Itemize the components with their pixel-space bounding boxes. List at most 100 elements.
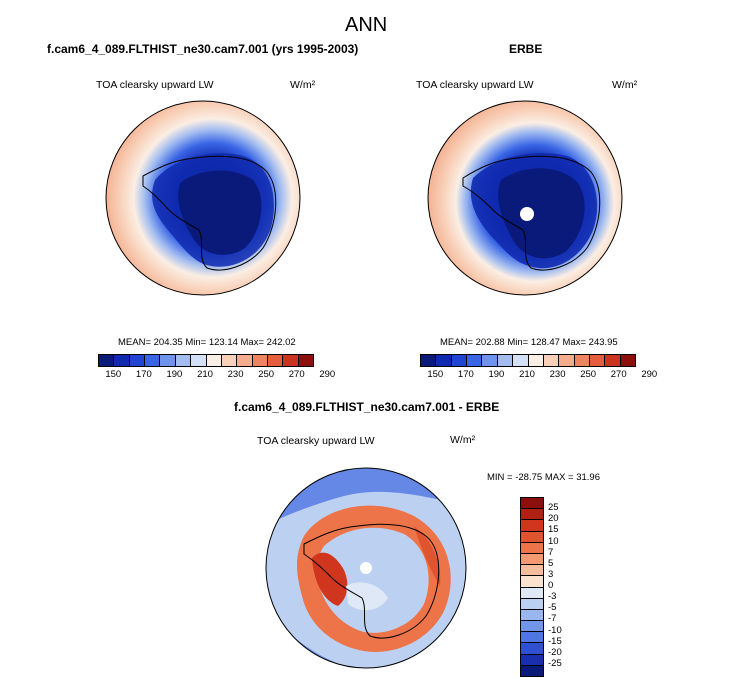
- panel-model-heading: f.cam6_4_089.FLTHIST_ne30.cam7.001 (yrs …: [47, 42, 359, 56]
- colorbar-swatch: [521, 576, 543, 588]
- colorbar-swatch: [421, 355, 437, 366]
- colorbar-tick-label: 20: [548, 513, 559, 525]
- map-obs-pole-mask: [520, 207, 534, 221]
- colorbar-swatch: [521, 509, 543, 521]
- colorbar-swatch: [605, 355, 621, 366]
- colorbar-tick-label: 250: [258, 369, 275, 380]
- colorbar-obs: [420, 354, 636, 367]
- colorbar-swatch: [451, 355, 468, 366]
- colorbar-tick-label: 270: [288, 369, 305, 380]
- colorbar-obs-ticks: 150 170 190 210 230 250 270 290: [420, 369, 657, 381]
- colorbar-model: [98, 354, 314, 367]
- colorbar-swatch: [521, 609, 543, 622]
- colorbar-tick-label: 210: [197, 369, 213, 380]
- colorbar-swatch: [559, 355, 575, 366]
- colorbar-tick-label: 7: [548, 546, 554, 558]
- colorbar-tick-label: 190: [166, 369, 183, 380]
- colorbar-tick-label: 290: [641, 369, 658, 380]
- panel-diff-units: W/m²: [450, 434, 476, 446]
- panel-diff-variable: TOA clearsky upward LW: [257, 435, 375, 447]
- colorbar-tick-label: 0: [548, 580, 554, 591]
- colorbar-tick-label: 5: [548, 557, 554, 569]
- colorbar-swatch: [589, 355, 606, 366]
- colorbar-swatch: [237, 355, 253, 366]
- colorbar-tick-label: 190: [488, 369, 505, 380]
- colorbar-swatch: [252, 355, 268, 366]
- colorbar-tick-label: 230: [549, 369, 566, 380]
- colorbar-swatch: [175, 355, 192, 366]
- colorbar-swatch: [521, 598, 543, 610]
- colorbar-swatch: [267, 355, 284, 366]
- panel-model-variable: TOA clearsky upward LW: [96, 79, 214, 91]
- colorbar-model-ticks: 150 170 190 210 230 250 270 290: [98, 369, 335, 381]
- panel-obs-stats: MEAN= 202.88 Min= 128.47 Max= 243.95: [440, 337, 618, 348]
- colorbar-tick-label: 210: [519, 369, 535, 380]
- panel-obs-heading: ERBE: [509, 42, 543, 56]
- colorbar-tick-label: 230: [227, 369, 244, 380]
- colorbar-tick-label: -25: [548, 657, 562, 669]
- colorbar-swatch: [521, 565, 543, 577]
- colorbar-tick-label: -5: [548, 602, 557, 614]
- colorbar-tick-label: 10: [548, 535, 559, 547]
- colorbar-swatch: [521, 498, 543, 510]
- colorbar-tick-label: 25: [548, 502, 559, 514]
- colorbar-tick-label: 3: [548, 568, 554, 580]
- map-model: [105, 100, 301, 296]
- map-obs: [427, 100, 623, 296]
- colorbar-swatch: [467, 355, 483, 366]
- panel-model-stats: MEAN= 204.35 Min= 123.14 Max= 242.02: [118, 337, 296, 348]
- panel-diff-stats: MIN = -28.75 MAX = 31.96: [487, 472, 601, 483]
- colorbar-swatch: [221, 355, 238, 366]
- panel-obs-variable: TOA clearsky upward LW: [416, 79, 534, 91]
- map-model-border: [105, 100, 301, 296]
- colorbar-tick-label: 150: [105, 369, 122, 380]
- colorbar-swatch: [521, 665, 543, 676]
- map-diff: [265, 467, 467, 669]
- colorbar-swatch: [521, 542, 543, 554]
- colorbar-swatch: [521, 643, 543, 655]
- panel-model-units: W/m²: [290, 79, 316, 91]
- colorbar-swatch: [521, 654, 543, 666]
- panel-diff-heading: f.cam6_4_089.FLTHIST_ne30.cam7.001 - ERB…: [234, 400, 500, 414]
- colorbar-tick-label: 150: [427, 369, 444, 380]
- colorbar-swatch: [145, 355, 161, 366]
- colorbar-swatch: [436, 355, 452, 366]
- colorbar-swatch: [129, 355, 146, 366]
- colorbar-tick-label: 270: [610, 369, 627, 380]
- colorbar-tick-label: 170: [135, 369, 152, 380]
- colorbar-swatch: [521, 621, 543, 633]
- colorbar-tick-label: 290: [319, 369, 336, 380]
- colorbar-swatch: [574, 355, 590, 366]
- colorbar-diff-ticks: 25 20 15 10 7 5 3 0 -3 -5 -7 -10 -15 -20 -25: [548, 497, 578, 675]
- colorbar-tick-label: 250: [580, 369, 597, 380]
- colorbar-swatch: [206, 355, 222, 366]
- colorbar-tick-label: -3: [548, 591, 557, 603]
- colorbar-tick-label: 15: [548, 524, 559, 536]
- colorbar-swatch: [521, 531, 543, 543]
- colorbar-swatch: [521, 553, 543, 566]
- panel-obs-units: W/m²: [612, 79, 638, 91]
- colorbar-tick-label: -7: [548, 613, 557, 625]
- colorbar-swatch: [283, 355, 299, 366]
- colorbar-swatch: [114, 355, 130, 366]
- colorbar-swatch: [482, 355, 498, 366]
- colorbar-swatch: [620, 355, 636, 366]
- colorbar-swatch: [521, 587, 543, 599]
- figure-title: ANN: [345, 14, 388, 36]
- colorbar-swatch: [521, 520, 543, 532]
- colorbar-tick-label: -15: [548, 635, 562, 647]
- colorbar-tick-label: -20: [548, 646, 562, 658]
- colorbar-swatch: [513, 355, 529, 366]
- colorbar-swatch: [191, 355, 207, 366]
- colorbar-tick-label: -10: [548, 624, 562, 636]
- map-obs-border: [427, 100, 623, 296]
- map-diff-border: [265, 467, 467, 669]
- colorbar-swatch: [543, 355, 560, 366]
- colorbar-swatch: [521, 632, 543, 644]
- colorbar-diff: [520, 497, 544, 677]
- colorbar-swatch: [99, 355, 115, 366]
- colorbar-tick-label: 170: [457, 369, 474, 380]
- map-diff-pole-mask: [360, 562, 372, 574]
- colorbar-swatch: [160, 355, 176, 366]
- colorbar-swatch: [298, 355, 314, 366]
